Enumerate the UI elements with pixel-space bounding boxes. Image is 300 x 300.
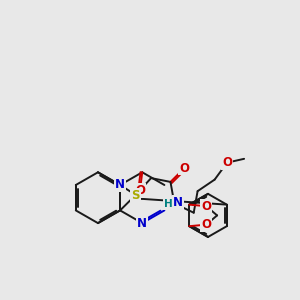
Text: O: O [201,218,211,231]
Text: O: O [201,200,211,213]
Text: N: N [137,217,147,230]
Text: O: O [222,156,232,169]
Text: O: O [179,162,189,175]
Text: H: H [164,199,172,209]
Text: N: N [115,178,125,191]
Text: O: O [135,184,145,197]
Text: S: S [131,188,140,202]
Text: N: N [173,196,183,209]
